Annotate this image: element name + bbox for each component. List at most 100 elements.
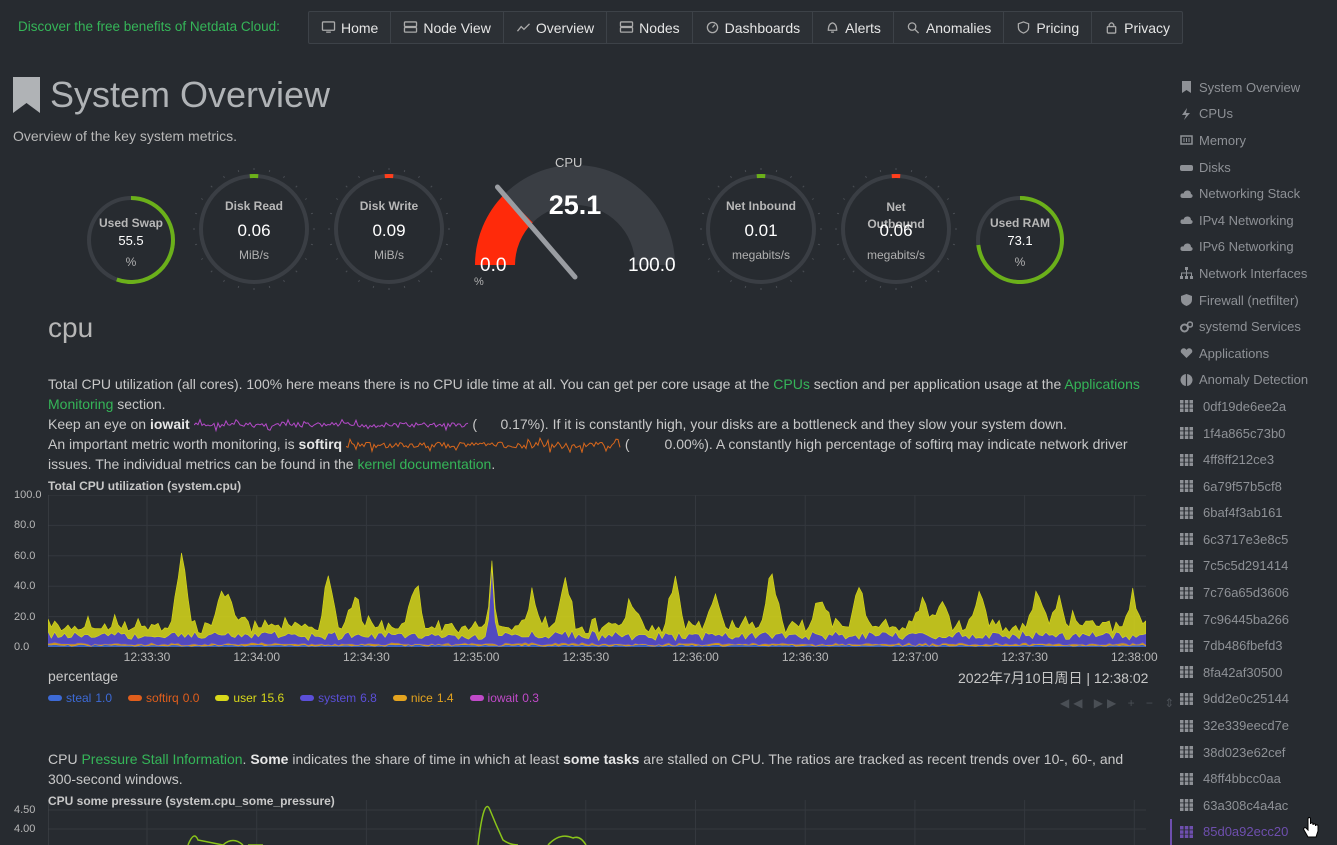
legend-item-user[interactable]: user 15.6 <box>215 691 284 705</box>
net-out-gauge-tick <box>836 212 840 215</box>
text: ). A constantly high percentage of softi… <box>48 436 1128 472</box>
sidebar-item-label: 7c96445ba266 <box>1203 611 1290 627</box>
nav-overview[interactable]: Overview <box>504 12 608 43</box>
gauge-disk-write[interactable]: Disk Write 0.09 MiB/s <box>334 174 444 284</box>
cpu-gauge-value: 25.1 <box>548 190 602 220</box>
nav-label: Anomalies <box>925 19 992 36</box>
disk-write-gauge-tick <box>358 175 360 179</box>
sidebar-item-applications[interactable]: Applications <box>1170 340 1337 367</box>
gauge-net-inbound[interactable]: Net Inbound 0.01 megabits/s <box>706 174 816 284</box>
sidebar-item-ipv4-networking[interactable]: IPv4 Networking <box>1170 207 1337 234</box>
disk-read-gauge-tick <box>200 258 204 260</box>
x-tick: 12:35:00 <box>452 650 500 664</box>
sidebar-item-memory[interactable]: Memory <box>1170 127 1337 154</box>
gauge-disk-read[interactable]: Disk Read 0.06 MiB/s <box>199 174 309 284</box>
gauge-used-ram[interactable]: Used RAM 73.1 % <box>975 195 1065 285</box>
nav-anomalies[interactable]: Anomalies <box>894 12 1005 43</box>
legend-item-steal[interactable]: steal 1.0 <box>48 691 112 705</box>
nav-pricing[interactable]: Pricing <box>1004 12 1093 43</box>
cpus-link[interactable]: CPUs <box>773 376 810 392</box>
sidebar-item-container[interactable]: 38d023e62cef <box>1170 739 1337 766</box>
sidebar-item-container[interactable]: 7c96445ba266 <box>1170 606 1337 633</box>
sidebar-item-container[interactable]: 63a308c4a4ac <box>1170 792 1337 819</box>
softirq-value: 0.00% <box>664 436 705 452</box>
net-in-gauge-tick <box>775 169 778 173</box>
legend-item-softirq[interactable]: softirq 0.0 <box>128 691 199 705</box>
sidebar-item-container[interactable]: 7c5c5d291414 <box>1170 553 1337 580</box>
disk-write-gauge-tick <box>372 169 375 173</box>
disk-read-gauge-tick <box>304 198 308 200</box>
disk-read-gauge-tick <box>237 285 240 289</box>
sidebar-item-container[interactable]: 7c76a65d3606 <box>1170 579 1337 606</box>
sidebar-item-container[interactable]: 1f4a865c73b0 <box>1170 420 1337 447</box>
sidebar-item-container[interactable]: 0df19de6ee2a <box>1170 393 1337 420</box>
sidebar-item-networking-stack[interactable]: Networking Stack <box>1170 180 1337 207</box>
legend-item-nice[interactable]: nice 1.4 <box>392 691 454 705</box>
sidebar-item-container[interactable]: 9dd2e0c25144 <box>1170 686 1337 713</box>
sidebar-item-firewall-netfilter[interactable]: Firewall (netfilter) <box>1170 287 1337 314</box>
cpu-pressure-chart[interactable] <box>48 800 1146 845</box>
sidebar-item-container[interactable]: 6a79f57b5cf8 <box>1170 473 1337 500</box>
sidebar-item-container[interactable]: 4ff8ff212ce3 <box>1170 446 1337 473</box>
sidebar-item-container[interactable]: 32e339eecd7e <box>1170 712 1337 739</box>
sidebar-item-container[interactable]: 6c3717e3e8c5 <box>1170 526 1337 553</box>
text: Keep an eye on <box>48 416 150 432</box>
legend-item-system[interactable]: system 6.8 <box>300 691 377 705</box>
nav-dashboards[interactable]: Dashboards <box>693 12 814 43</box>
gauge-title: Used Swap <box>98 216 164 230</box>
disk-write-gauge-tick <box>403 169 406 173</box>
disk-write-gauge-tick <box>403 285 406 289</box>
disk-write-gauge-tick <box>439 258 443 260</box>
legend-swatch <box>215 695 230 701</box>
net-out-gauge-tick <box>952 212 956 215</box>
nav-alerts[interactable]: Alerts <box>813 12 894 43</box>
nodes-icon <box>619 21 634 33</box>
sidebar-item-network-interfaces[interactable]: Network Interfaces <box>1170 260 1337 287</box>
gears-icon <box>1180 320 1193 333</box>
grid-icon <box>1180 480 1193 493</box>
sidebar-item-container[interactable]: 85d0a92ecc20 <box>1170 818 1337 845</box>
gauge-title: Disk Read <box>224 199 284 213</box>
disk-read-gauge-tick <box>200 198 204 200</box>
cloud-promo-text[interactable]: Discover the free benefits of Netdata Cl… <box>18 19 280 34</box>
sidebar-item-disks[interactable]: Disks <box>1170 154 1337 181</box>
disk-write-gauge-tick <box>335 258 339 260</box>
grid-icon <box>1180 506 1193 519</box>
sidebar-item-container[interactable]: 48ff4bbcc0aa <box>1170 765 1337 792</box>
psi-link[interactable]: Pressure Stall Information <box>81 751 243 767</box>
sidebar-item-anomaly-detection[interactable]: Anomaly Detection <box>1170 367 1337 394</box>
disk-icon <box>1180 165 1193 172</box>
legend-item-iowait[interactable]: iowait 0.3 <box>469 691 539 705</box>
cloud-icon <box>1180 243 1193 251</box>
gauge-used-swap[interactable]: Used Swap 55.5 % <box>86 195 176 285</box>
sidebar-item-cpus[interactable]: CPUs <box>1170 101 1337 128</box>
softirq-sparkline[interactable] <box>345 437 621 455</box>
sidebar-item-ipv6-networking[interactable]: IPv6 Networking <box>1170 234 1337 261</box>
gauge-net-outbound[interactable]: Net Outbound 0.06 megabits/s <box>841 174 951 284</box>
disk-read-gauge-tick <box>283 279 285 283</box>
sidebar-item-systemd-services[interactable]: systemd Services <box>1170 313 1337 340</box>
sidebar-item-container[interactable]: 8fa42af30500 <box>1170 659 1337 686</box>
legend-swatch <box>300 695 315 701</box>
memory-icon <box>1180 135 1193 146</box>
sidebar-item-container[interactable]: 7db486fbefd3 <box>1170 632 1337 659</box>
nav-privacy[interactable]: Privacy <box>1092 12 1182 43</box>
nav-nodes[interactable]: Nodes <box>607 12 693 43</box>
kernel-documentation-link[interactable]: kernel documentation <box>357 456 492 472</box>
chart-controls[interactable]: ◀◀ ▶▶ + − ⇕ <box>1060 696 1179 710</box>
disk-write-gauge-tick <box>335 198 339 200</box>
sidebar-item-container[interactable]: 6baf4f3ab161 <box>1170 500 1337 527</box>
gauge-unit: % <box>1014 255 1026 269</box>
nav-node-view[interactable]: Node View <box>391 12 504 43</box>
gauge-title: Net Inbound <box>726 199 796 213</box>
nav-home[interactable]: Home <box>309 12 392 43</box>
sidebar-item-label: 6baf4f3ab161 <box>1203 505 1283 521</box>
sidebar-item-system-overview[interactable]: System Overview <box>1170 74 1337 101</box>
gauge-value: 0.01 <box>744 221 778 240</box>
iowait-sparkline[interactable] <box>193 417 469 433</box>
system-cpu-chart[interactable] <box>48 495 1146 647</box>
disk-read-gauge-tick <box>310 212 314 215</box>
applications-monitoring-link[interactable]: Applications Monitoring <box>48 376 1140 412</box>
bookmark-icon <box>1182 81 1191 94</box>
dashboard-icon <box>706 21 718 34</box>
